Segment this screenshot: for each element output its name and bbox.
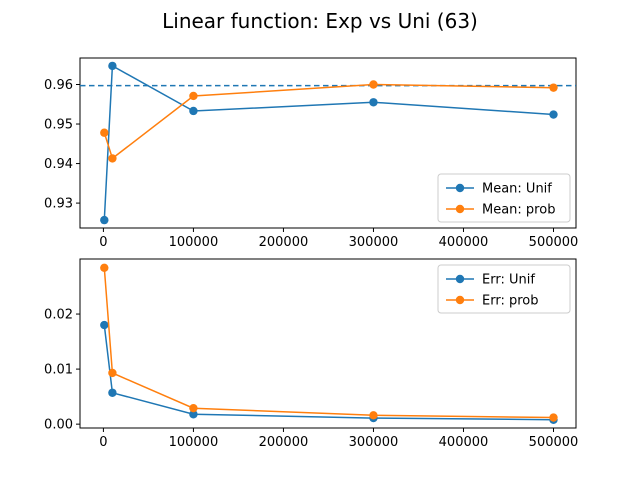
err-unif-line	[103, 325, 554, 421]
err-unif-point	[189, 410, 198, 419]
err-unif-point	[108, 388, 117, 397]
err-prob-point	[100, 263, 109, 273]
err-x-tick-label: 300000	[349, 435, 399, 450]
mean-x-tick-label: 100000	[169, 235, 219, 250]
mean-prob-point	[549, 83, 558, 92]
err-x-tick-label: 400000	[439, 435, 489, 450]
mean-x-tick-label: 0	[99, 235, 107, 250]
err-subplot: 0 100000 200000 300000 400000 500000 0.00 0.01 0…	[44, 258, 579, 450]
err-x-tick-label: 100000	[169, 435, 219, 450]
mean-y-tick-label: 0.93	[44, 197, 73, 212]
err-x-tick-label: 0	[99, 435, 107, 450]
mean-y-tick-label: 0.96	[44, 78, 73, 93]
err-prob-point	[189, 403, 198, 413]
err-x-tick-label: 200000	[259, 435, 309, 450]
err-legend-box	[437, 264, 571, 314]
chart-title: Linear function: Exp vs Uni (63)	[162, 9, 478, 33]
mean-x-tick-label: 300000	[349, 235, 399, 250]
err-y-tick-label: 0.00	[44, 418, 73, 433]
mean-unif-point	[549, 110, 558, 119]
legend-label: Err: Unif	[482, 273, 535, 288]
err-unif-point	[100, 320, 109, 330]
mean-unif-point	[369, 98, 378, 107]
legend-marker	[455, 274, 465, 284]
err-y-tick-label: 0.02	[44, 308, 73, 323]
mean-x-tick-label: 200000	[259, 235, 309, 250]
legend-label: Err: prob	[482, 294, 538, 309]
mean-prob-point	[100, 128, 109, 137]
mean-unif-point	[108, 61, 117, 71]
legend-label: Mean: Unif	[482, 182, 552, 197]
err-prob-point	[549, 413, 558, 422]
mean-y-tick-label: 0.94	[44, 157, 73, 172]
mean-subplot: 0 100000 200000 300000 400000 500000 0.93 0.94 0…	[44, 57, 579, 250]
err-y-tick-label: 0.01	[44, 363, 73, 378]
mean-prob-line	[103, 83, 554, 160]
legend-label: Mean: prob	[482, 203, 555, 218]
err-prob-point	[369, 411, 378, 420]
mean-prob-point	[369, 80, 378, 89]
err-axes-frame	[79, 258, 577, 429]
legend-marker	[455, 295, 465, 305]
mean-x-tick-label: 400000	[439, 235, 489, 250]
legend-marker	[455, 204, 465, 214]
mean-prob-point	[108, 154, 117, 163]
mean-x-tick-label: 500000	[529, 235, 579, 250]
mean-unif-point	[100, 215, 109, 225]
err-prob-point	[108, 368, 117, 378]
mean-unif-point	[189, 106, 198, 116]
mean-y-tick-label: 0.95	[44, 118, 73, 133]
err-x-tick-label: 500000	[529, 435, 579, 450]
mean-prob-point	[189, 91, 198, 101]
mean-axes-frame	[79, 57, 577, 229]
legend-marker	[455, 183, 465, 193]
mean-legend-box	[437, 173, 571, 223]
